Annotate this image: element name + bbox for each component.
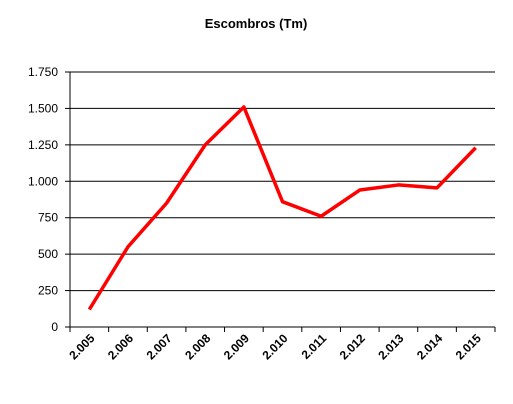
- y-tick-label: 1.500: [28, 101, 58, 115]
- y-tick-label: 1.000: [28, 174, 58, 188]
- y-tick-label: 1.250: [28, 138, 58, 152]
- x-tick-label: 2.011: [299, 331, 330, 362]
- x-tick-label: 2.009: [221, 331, 252, 362]
- chart-title: Escombros (Tm): [205, 16, 308, 31]
- x-tick-label: 2.006: [105, 331, 136, 362]
- line-series: [87, 105, 477, 311]
- x-tick-label: 2.007: [144, 331, 175, 362]
- y-tick-label: 500: [38, 247, 58, 261]
- x-tick-label: 2.013: [375, 331, 406, 362]
- y-tick-label: 250: [38, 284, 58, 298]
- x-tick-label: 2.014: [414, 331, 445, 362]
- y-tick-label: 1.750: [28, 65, 58, 79]
- x-tick-label: 2.015: [453, 331, 484, 362]
- x-tick-label: 2.008: [182, 331, 213, 362]
- x-tick-label: 2.010: [259, 331, 290, 362]
- x-tick-label: 2.005: [66, 331, 97, 362]
- x-tick-label: 2.012: [337, 331, 368, 362]
- y-tick-label: 0: [51, 320, 58, 334]
- y-tick-label: 750: [38, 211, 58, 225]
